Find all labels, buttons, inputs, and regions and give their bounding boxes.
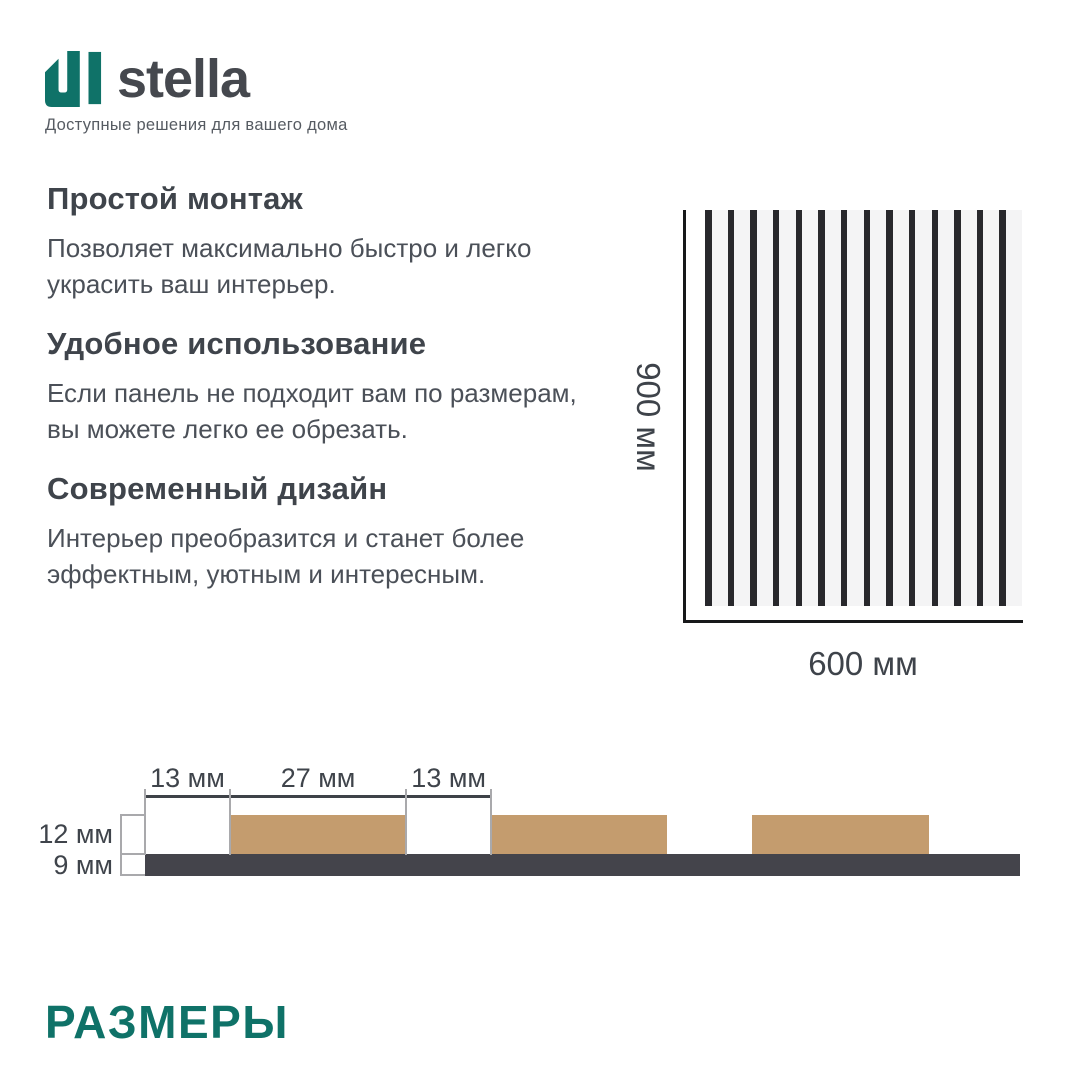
base-strip: [145, 854, 1020, 876]
section-title: РАЗМЕРЫ: [45, 996, 289, 1048]
panel-slat-stripe: [908, 210, 916, 606]
panel-slat-stripe: [772, 210, 780, 606]
panel-slat-stripe: [999, 210, 1006, 606]
panel-slat-stripe: [705, 210, 712, 606]
feature-description: Если панель не подходит вам по размерам,…: [47, 378, 577, 444]
feature-title: Простой монтаж: [47, 181, 303, 216]
stella-logo: stella Доступные решения для вашего дома: [45, 48, 348, 135]
feature-title: Удобное использование: [47, 326, 427, 361]
stella-logo-icon: [45, 50, 102, 108]
panel-slat-stripe: [976, 210, 984, 606]
dimension-tick: [144, 789, 146, 855]
thickness-tick-bottom: [120, 874, 145, 876]
panel-slat-stripe: [795, 210, 803, 606]
panel-height-label: 900 мм: [630, 362, 667, 472]
panel-slat-stripe: [727, 210, 735, 606]
panel-front-view: [705, 210, 1022, 606]
feature-description: Интерьер преобразится и станет более эфф…: [47, 523, 525, 589]
panel-slat-stripe: [840, 210, 848, 606]
slat-rect: [491, 815, 668, 854]
panel-frame-left-line: [683, 210, 686, 623]
feature-block-usage: Удобное использование Если панель не под…: [47, 326, 587, 447]
dimension-line: [145, 795, 492, 798]
panel-slat-stripe: [818, 210, 825, 606]
panel-slat-stripe: [931, 210, 938, 606]
top-dimension-label: 13 мм: [150, 763, 225, 793]
feature-block-montage: Простой монтаж Позволяет максимально быс…: [47, 181, 587, 302]
slat-rect: [229, 815, 407, 854]
panel-frame-bottom-line: [683, 620, 1023, 623]
feature-description: Позволяет максимально быстро и легко укр…: [47, 233, 532, 299]
panel-slat-stripe: [954, 210, 961, 606]
base-thickness-label: 9 мм: [53, 850, 113, 880]
logo-tagline: Доступные решения для вашего дома: [45, 116, 348, 134]
slat-rect: [752, 815, 929, 854]
panel-slat-stripe: [886, 210, 893, 606]
dimension-tick: [229, 789, 231, 855]
dimension-tick: [490, 789, 492, 855]
thickness-bracket-line: [120, 815, 122, 875]
slat-thickness-label: 12 мм: [38, 819, 113, 849]
thickness-tick-middle: [120, 853, 145, 855]
panel-slat-stripe: [863, 210, 871, 606]
top-dimension-label: 13 мм: [411, 763, 486, 793]
panel-width-label: 600 мм: [808, 645, 918, 682]
feature-title: Современный дизайн: [47, 471, 388, 506]
thickness-tick-top: [120, 814, 145, 816]
panel-slat-stripe: [750, 210, 757, 606]
top-dimension-label: 27 мм: [280, 763, 356, 793]
brand-name: stella: [117, 49, 250, 109]
feature-block-design: Современный дизайн Интерьер преобразится…: [47, 471, 587, 592]
dimension-tick: [405, 789, 407, 855]
